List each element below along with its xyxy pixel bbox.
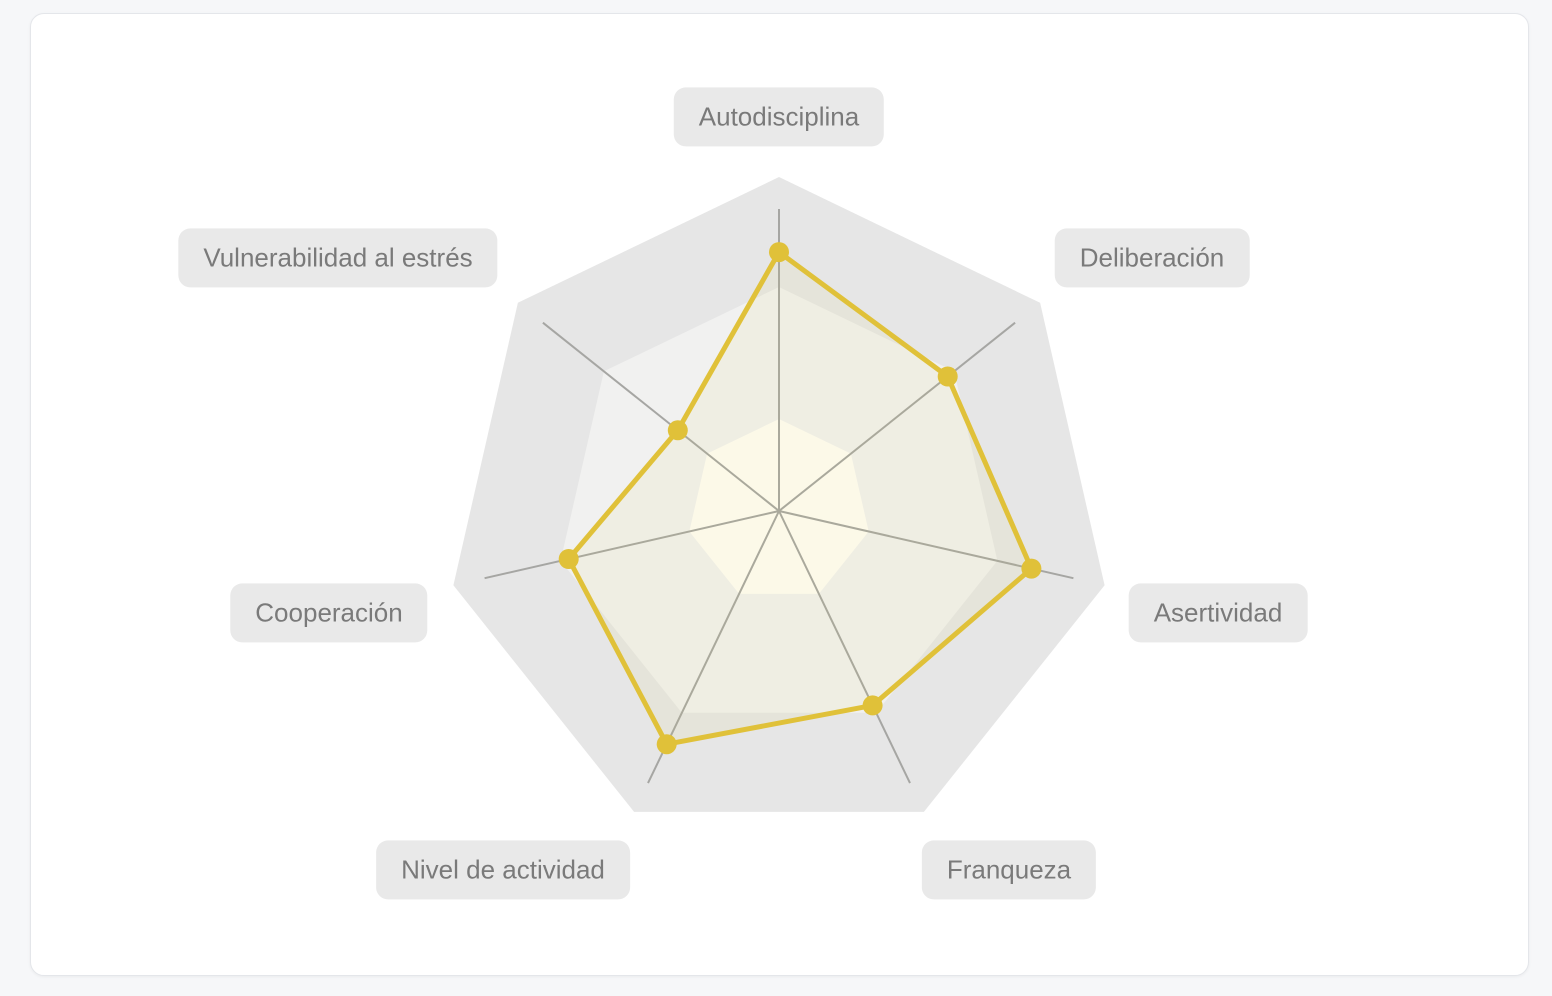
data-point-marker[interactable] [667, 420, 688, 441]
data-point-marker[interactable] [558, 549, 579, 569]
radar-spoke [778, 321, 1016, 512]
data-point-marker[interactable] [656, 734, 677, 755]
data-point-marker[interactable] [862, 695, 883, 716]
axis-label-franqueza: Franqueza [921, 840, 1097, 900]
axis-label-cooperacion: Cooperación [230, 583, 428, 643]
axis-label-vulnerabilidad-al-estres: Vulnerabilidad al estrés [178, 228, 498, 288]
axis-label-autodisciplina: Autodisciplina [673, 87, 885, 147]
radar-series [558, 242, 1042, 755]
axis-label-asertividad: Asertividad [1128, 583, 1308, 643]
radar-spoke [542, 321, 780, 512]
data-point-marker[interactable] [937, 366, 958, 387]
data-point-marker[interactable] [769, 242, 789, 263]
radar-spoke [778, 510, 911, 784]
radar-series-area [566, 249, 1034, 747]
axis-label-nivel-de-actividad: Nivel de actividad [376, 840, 630, 900]
radar-spoke [484, 510, 780, 580]
data-point-marker[interactable] [1021, 558, 1042, 579]
axis-label-deliberacion: Deliberación [1054, 228, 1250, 288]
